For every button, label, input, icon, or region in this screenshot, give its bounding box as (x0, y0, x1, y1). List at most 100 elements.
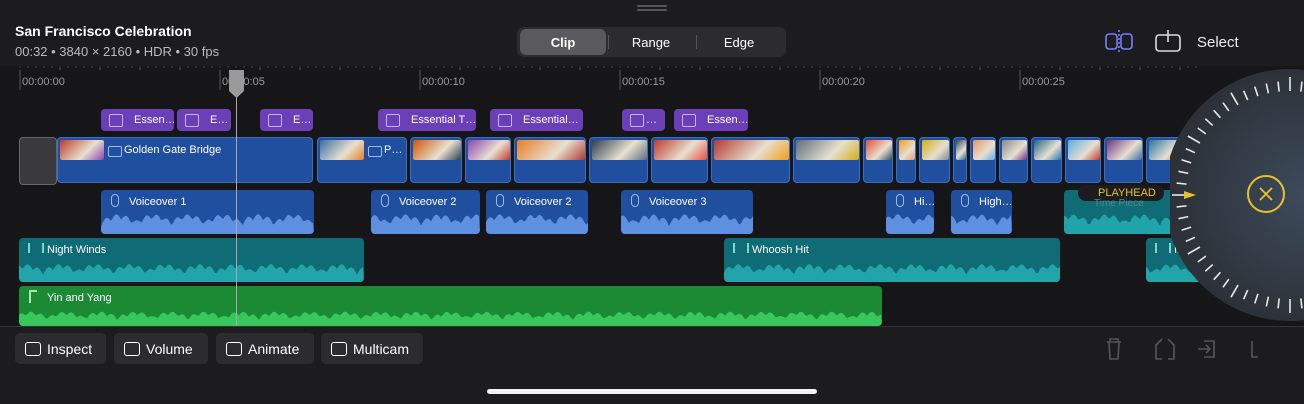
voiceover-clip[interactable]: Voiceover 3 (621, 190, 753, 234)
clip-label: Voiceover 2 (514, 196, 572, 208)
mode-option[interactable]: Edge (723, 34, 755, 50)
video-clip[interactable] (1031, 137, 1062, 183)
voiceover-clip[interactable]: Voiceover 2 (486, 190, 588, 234)
music-clip[interactable]: Yin and Yang (19, 286, 882, 326)
voiceover-clip[interactable]: Voiceover 1 (101, 190, 314, 234)
waveform-shape (724, 264, 1060, 282)
video-clip[interactable] (410, 137, 462, 183)
thumbnail (654, 140, 707, 160)
title-clip[interactable]: Essential T… (378, 109, 476, 131)
waveform-shape (19, 264, 364, 282)
voiceover-clip[interactable]: High… (951, 190, 1012, 234)
video-clip[interactable] (1104, 137, 1143, 183)
thumbnail (1068, 140, 1100, 160)
title-clip[interactable]: E… (260, 109, 313, 131)
clip-label: Voiceover 2 (399, 196, 457, 208)
wheel-tick (1204, 263, 1214, 272)
wheel-tick (1176, 205, 1187, 208)
title-clip[interactable]: E… (177, 109, 231, 131)
mode-option[interactable]: Range (631, 34, 671, 50)
wheel-tick (1185, 147, 1196, 154)
grabber[interactable] (637, 5, 667, 7)
audio-clip[interactable]: Night Winds (19, 238, 364, 282)
waveform-shape (371, 214, 480, 234)
grabber[interactable] (637, 9, 667, 11)
ruler-label: 00:00:00 (22, 76, 65, 88)
wheel-tick (1242, 90, 1249, 101)
button-icon (25, 342, 41, 356)
toolbar-button[interactable]: Animate (216, 333, 314, 364)
voiceover-clip[interactable]: Voiceover 2 (371, 190, 480, 234)
title-label: E… (210, 114, 229, 126)
wheel-tick (1213, 109, 1222, 119)
video-clip[interactable] (863, 137, 893, 183)
wheel-tick (1204, 118, 1214, 127)
video-clip[interactable] (953, 137, 967, 183)
title-clip[interactable]: Essential… (490, 109, 583, 131)
wheel-tick (1300, 298, 1303, 309)
wheel-tick (1242, 289, 1249, 300)
wheel-tick (1222, 278, 1230, 288)
jog-wheel[interactable] (1170, 60, 1304, 340)
video-clip[interactable] (919, 137, 950, 183)
button-label: Inspect (47, 340, 93, 357)
video-clip[interactable] (896, 137, 916, 183)
select-label[interactable]: Select (1197, 34, 1239, 51)
waveform (621, 214, 753, 234)
project-info: 00:32 • 3840 × 2160 • HDR • 30 fps (15, 44, 220, 59)
wheel-tick (1181, 226, 1192, 231)
waveform (1064, 214, 1194, 234)
divider (0, 326, 1304, 327)
toolbar-button[interactable]: Inspect (15, 333, 106, 364)
waveform-shape (101, 214, 314, 234)
video-clip[interactable] (711, 137, 790, 183)
video-clip[interactable]: Golden Gate Bridge (57, 137, 313, 183)
video-clip[interactable] (999, 137, 1028, 183)
playhead-line (236, 70, 237, 326)
waveform (371, 214, 480, 234)
button-label: Multicam (353, 340, 410, 357)
thumbnail (592, 140, 647, 160)
title-clip[interactable]: Essen… (101, 109, 174, 131)
snapping-icon[interactable] (1103, 30, 1135, 54)
wheel-tick (1197, 127, 1207, 135)
video-clip[interactable] (793, 137, 860, 183)
video-clip[interactable] (514, 137, 586, 183)
separator (696, 35, 697, 49)
waveform-shape (1146, 264, 1206, 282)
gap-clip[interactable] (19, 137, 57, 185)
waveform (19, 264, 364, 282)
video-clip[interactable] (1065, 137, 1101, 183)
video-clip[interactable] (651, 137, 708, 183)
title-clip[interactable]: Essen… (674, 109, 748, 131)
video-clip[interactable]: P… (317, 137, 407, 183)
voiceover-clip[interactable]: Hi… (886, 190, 934, 234)
wheel-tick (1277, 298, 1280, 309)
video-clip[interactable] (465, 137, 511, 183)
video-clip[interactable] (589, 137, 648, 183)
thumbnail (60, 140, 104, 160)
thumbnail (517, 140, 585, 160)
clip-label: Voiceover 1 (129, 196, 187, 208)
wheel-pointer (1184, 191, 1196, 199)
waveform (19, 311, 882, 326)
waveform-shape (486, 214, 588, 234)
audio-clip[interactable]: Whoosh Hit (724, 238, 1060, 282)
title-clip[interactable]: … (622, 109, 665, 131)
wheel-tick (1300, 81, 1303, 92)
playhead-sublabel: Time Piece (1094, 198, 1144, 209)
tracks: Essen… E… E… Essential T… Essential… … Essen… G… (19, 70, 1206, 326)
skimming-icon[interactable] (1154, 30, 1182, 54)
thumbnail (1107, 140, 1142, 160)
button-label: Volume (146, 340, 193, 357)
mic-icon (896, 194, 904, 207)
toolbar-button[interactable]: Volume (114, 333, 208, 364)
audio-icon (1155, 243, 1171, 253)
video-clip[interactable] (970, 137, 996, 183)
edit-icons (1107, 338, 1258, 360)
mode-option[interactable]: Clip (520, 29, 606, 55)
title-label: Essential… (523, 114, 579, 126)
toolbar-button[interactable]: Multicam (321, 333, 423, 364)
clip-label: High… (979, 196, 1012, 208)
playhead-handle[interactable] (229, 70, 244, 98)
